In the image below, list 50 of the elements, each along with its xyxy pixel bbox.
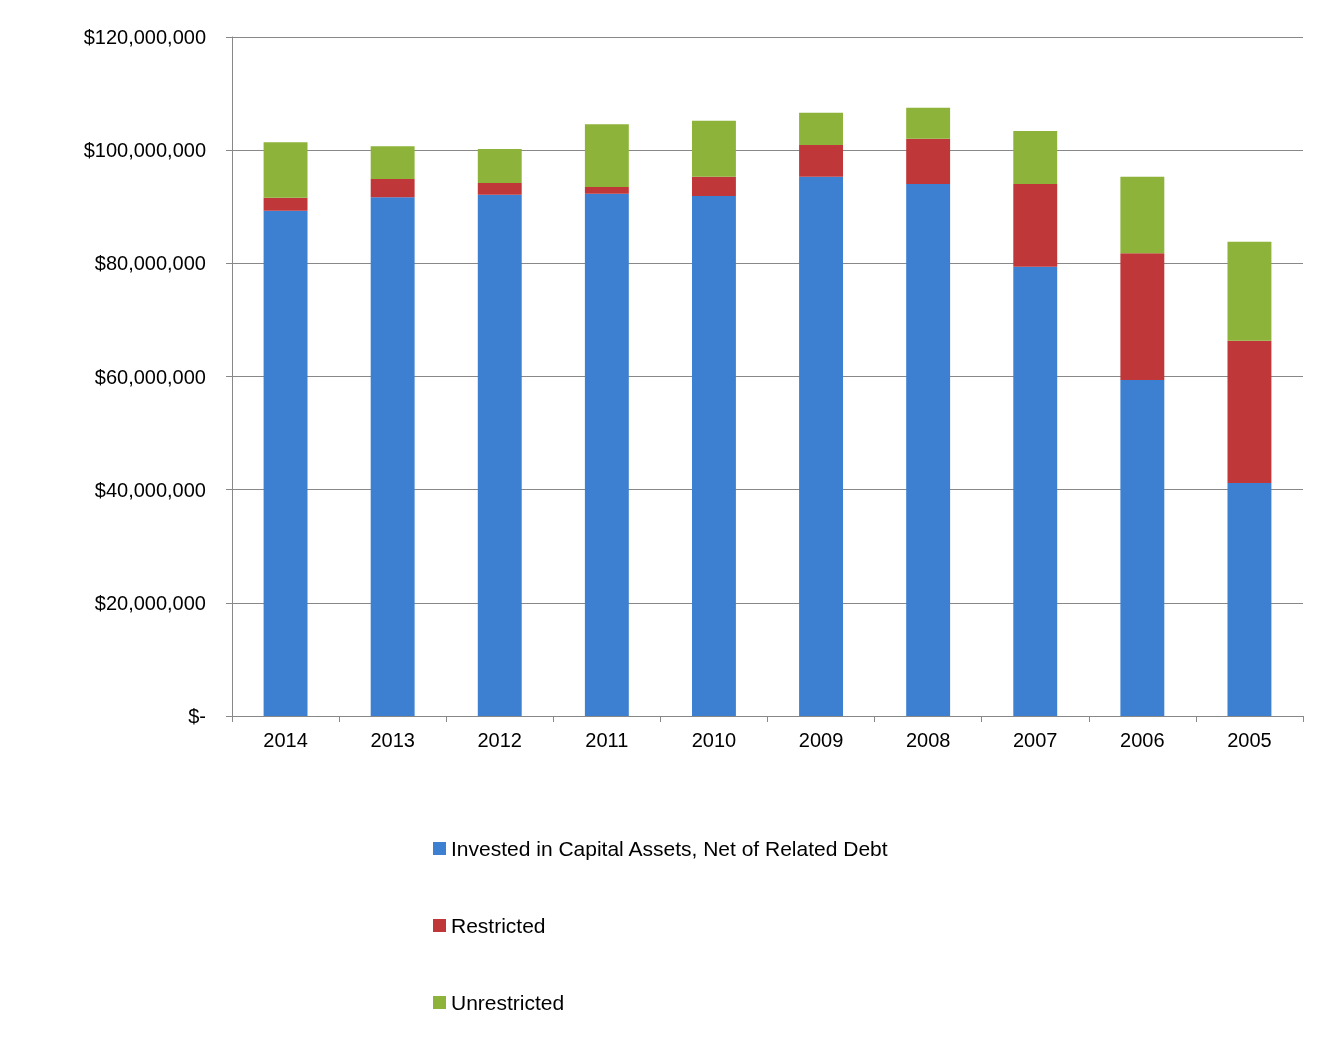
bar bbox=[906, 184, 951, 716]
bar bbox=[906, 138, 951, 185]
bar bbox=[799, 176, 844, 716]
x-tick-label: 2010 bbox=[691, 729, 737, 751]
bar bbox=[1120, 379, 1165, 716]
x-tick-label: 2005 bbox=[1227, 729, 1272, 751]
x-tick-label: 2011 bbox=[585, 729, 629, 751]
bar bbox=[691, 176, 736, 196]
bar bbox=[799, 112, 844, 146]
bar bbox=[584, 124, 629, 187]
bar bbox=[691, 120, 736, 177]
legend-label: Invested in Capital Assets, Net of Related Debt bbox=[451, 837, 888, 860]
bar bbox=[263, 197, 308, 211]
y-tick-label: $60,000,000 bbox=[94, 365, 206, 388]
bar bbox=[799, 145, 844, 177]
x-tick-label: 2006 bbox=[1120, 729, 1165, 751]
x-tick-label: 2007 bbox=[1013, 729, 1058, 751]
bar bbox=[370, 197, 415, 716]
y-tick-label: $20,000,000 bbox=[94, 591, 206, 614]
bar bbox=[263, 142, 308, 198]
bar bbox=[477, 194, 522, 716]
bar bbox=[691, 196, 736, 716]
bar bbox=[584, 186, 629, 194]
bar bbox=[1013, 266, 1058, 716]
x-tick-label: 2012 bbox=[477, 729, 522, 751]
bar bbox=[906, 107, 951, 139]
bar bbox=[370, 146, 415, 180]
bar bbox=[263, 210, 308, 716]
bar bbox=[1120, 253, 1165, 380]
bar bbox=[477, 182, 522, 195]
y-tick-label: $100,000,000 bbox=[83, 139, 206, 162]
x-tick-label: 2009 bbox=[798, 729, 844, 751]
y-tick-label: $- bbox=[188, 705, 206, 727]
bar bbox=[370, 179, 415, 198]
bar bbox=[1013, 130, 1058, 185]
bar bbox=[1120, 176, 1165, 254]
x-tick-label: 2013 bbox=[370, 729, 415, 751]
bar bbox=[584, 193, 629, 716]
bar bbox=[1227, 241, 1272, 341]
x-tick-label: 2008 bbox=[905, 729, 951, 751]
bar bbox=[1227, 340, 1272, 483]
x-tick-label: 2014 bbox=[263, 729, 308, 751]
bar bbox=[1013, 184, 1058, 267]
y-tick-label: $40,000,000 bbox=[94, 478, 206, 501]
y-tick-label: $80,000,000 bbox=[94, 252, 206, 275]
y-tick-label: $120,000,000 bbox=[83, 26, 206, 48]
bar bbox=[1227, 482, 1272, 716]
bar bbox=[477, 149, 522, 183]
legend-label: Restricted bbox=[451, 914, 546, 937]
legend-label: Unrestricted bbox=[451, 991, 565, 1014]
